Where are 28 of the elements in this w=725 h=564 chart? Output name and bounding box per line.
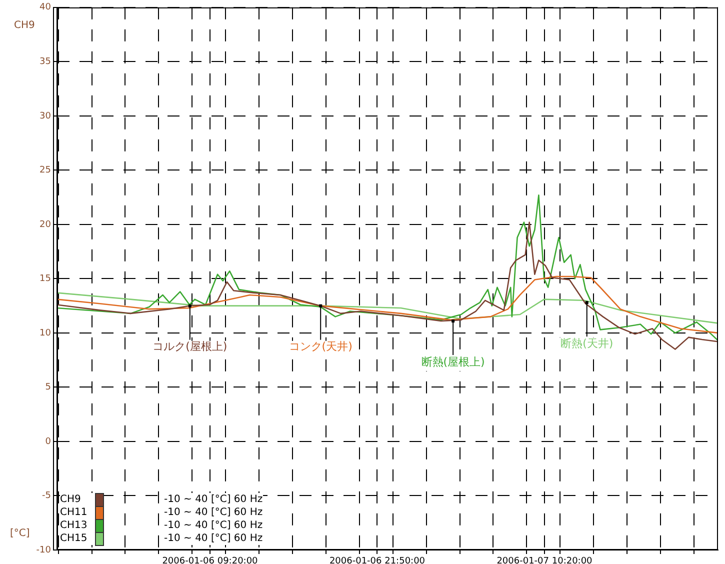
text: CH9	[14, 20, 35, 31]
y-tick-label: 5	[45, 382, 51, 393]
x-tick-label: 2006-01-06 09:20:00	[162, 556, 258, 564]
y-axis-title: [°C]	[10, 528, 30, 539]
x-tick-label: 2006-01-07 10:20:00	[496, 556, 593, 564]
y-tick-label: 15	[40, 274, 51, 284]
annotation: 断熱(屋根上)	[421, 355, 485, 368]
y-tick-label: -10	[36, 545, 52, 556]
legend-label: CH15	[60, 532, 95, 545]
y-tick-label: 25	[40, 166, 51, 176]
legend-label: CH13	[60, 519, 95, 532]
annotation: -10 ~ 40 [°C] 60 Hz	[164, 506, 263, 519]
annotation: コンク(天井)	[288, 340, 352, 354]
y-tick-label: 35	[40, 57, 51, 68]
y-tick-label: 30	[40, 111, 52, 122]
annotation: -10 ~ 40 [°C] 60 Hz	[164, 532, 263, 545]
y-tick-label: 40	[40, 2, 52, 13]
y-tick-label: 10	[40, 328, 52, 338]
annotation: -10 ~ 40 [°C] 60 Hz	[164, 519, 263, 532]
annotation: 断熱(天井)	[560, 336, 614, 350]
y-tick-label: 20	[40, 220, 52, 230]
legend-label: CH9	[60, 493, 95, 506]
x-tick-label: 2006-01-06 21:50:00	[329, 556, 426, 564]
annotation: -10 ~ 40 [°C] 60 Hz	[164, 493, 263, 506]
legend-label: CH11	[60, 506, 95, 519]
y-tick-label: 0	[45, 436, 52, 447]
y-tick-label: -5	[42, 491, 51, 502]
annotation: コルク(屋根上)	[152, 340, 228, 354]
